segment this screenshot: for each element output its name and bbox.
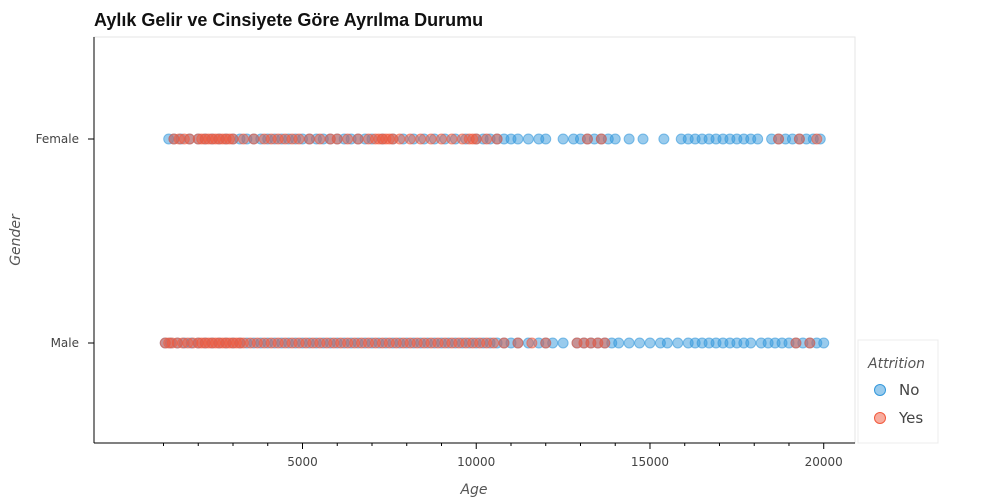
data-point-no: [522, 133, 534, 145]
data-point-yes: [425, 133, 437, 145]
x-axis-label: Age: [459, 482, 487, 498]
data-point-yes: [303, 133, 315, 145]
x-tick-label: 15000: [631, 455, 669, 469]
chart-title: Aylık Gelir ve Cinsiyete Göre Ayrılma Du…: [94, 10, 483, 30]
legend-marker-no: [874, 384, 886, 396]
data-point-no: [623, 133, 635, 145]
y-tick-label-female: Female: [36, 132, 79, 146]
data-point-yes: [599, 337, 611, 349]
data-point-no: [634, 337, 646, 349]
legend-box: [857, 339, 939, 444]
x-tick-label: 20000: [805, 455, 843, 469]
data-point-yes: [227, 133, 239, 145]
data-points: [159, 133, 830, 349]
data-point-yes: [342, 133, 354, 145]
data-point-yes: [498, 337, 510, 349]
plot-frame: [93, 36, 856, 444]
data-point-no: [658, 133, 670, 145]
data-point-yes: [237, 133, 249, 145]
data-point-no: [623, 337, 635, 349]
data-point-no: [540, 133, 552, 145]
data-point-yes: [793, 133, 805, 145]
data-point-no: [672, 337, 684, 349]
data-point-yes: [394, 133, 406, 145]
x-tick-label: 5000: [287, 455, 318, 469]
data-point-yes: [526, 337, 538, 349]
data-point-no: [613, 337, 625, 349]
data-point-yes: [415, 133, 427, 145]
data-point-yes: [512, 337, 524, 349]
legend-title: Attrition: [867, 356, 925, 372]
data-point-yes: [404, 133, 416, 145]
data-point-no: [557, 133, 569, 145]
data-point-yes: [811, 133, 823, 145]
data-point-yes: [481, 133, 493, 145]
data-point-yes: [331, 133, 343, 145]
data-point-no: [512, 133, 524, 145]
data-point-yes: [488, 337, 500, 349]
data-point-yes: [470, 133, 482, 145]
data-point-yes: [435, 133, 447, 145]
y-axis-label: Gender: [8, 213, 24, 266]
data-point-no: [745, 337, 757, 349]
tick-marks: 5000 10000 15000 20000: [88, 138, 843, 469]
data-point-no: [644, 337, 656, 349]
data-point-yes: [352, 133, 364, 145]
legend-label-yes: Yes: [898, 409, 923, 427]
x-tick-label: 10000: [457, 455, 495, 469]
data-point-yes: [540, 337, 552, 349]
data-point-yes: [804, 337, 816, 349]
data-point-yes: [446, 133, 458, 145]
data-point-yes: [773, 133, 785, 145]
data-point-no: [637, 133, 649, 145]
legend-marker-yes: [874, 412, 886, 424]
data-point-no: [752, 133, 764, 145]
data-point-yes: [491, 133, 503, 145]
data-point-yes: [293, 133, 305, 145]
data-point-no: [818, 337, 830, 349]
data-point-yes: [790, 337, 802, 349]
data-point-yes: [248, 133, 260, 145]
data-point-no: [661, 337, 673, 349]
y-tick-label-male: Male: [51, 336, 79, 350]
legend: Attrition No Yes: [857, 339, 939, 444]
data-point-no: [609, 133, 621, 145]
data-point-yes: [314, 133, 326, 145]
data-point-yes: [595, 133, 607, 145]
data-point-no: [557, 337, 569, 349]
legend-label-no: No: [899, 381, 919, 399]
data-point-yes: [581, 133, 593, 145]
